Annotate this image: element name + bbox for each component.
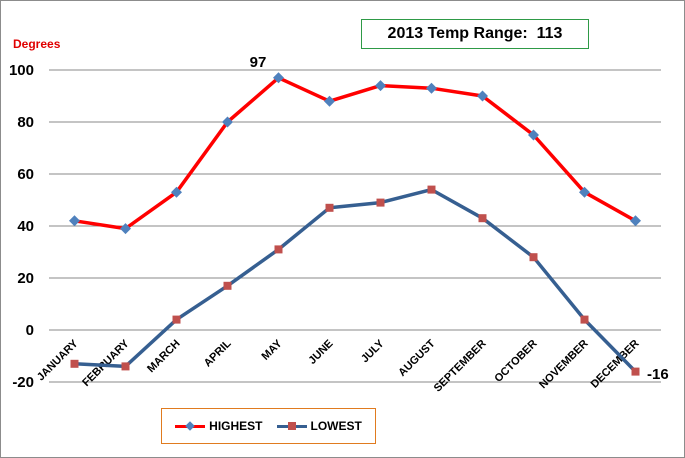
- legend-line-lowest: [276, 421, 307, 430]
- series-line-lowest: [74, 187, 637, 373]
- data-point-highest: [630, 215, 641, 227]
- data-point-highest: [579, 186, 590, 198]
- data-point-lowest: [580, 315, 589, 324]
- data-point-lowest: [223, 281, 232, 290]
- data-point-lowest: [274, 245, 283, 254]
- y-tick-label: 0: [26, 322, 34, 339]
- legend-item-highest: HIGHEST: [175, 419, 263, 433]
- series-markers: [69, 72, 641, 376]
- x-tick-label: AUGUST: [396, 337, 438, 379]
- y-axis-label: Degrees: [13, 37, 61, 51]
- legend-label-highest: HIGHEST: [209, 419, 263, 433]
- temp-range-box: 2013 Temp Range: 113: [361, 19, 589, 49]
- y-tick-label: 80: [17, 114, 34, 131]
- legend-item-lowest: LOWEST: [276, 419, 362, 433]
- x-tick-label: SEPTEMBER: [432, 338, 489, 395]
- x-tick-label: NOVEMBER: [537, 338, 590, 391]
- data-point-lowest: [172, 315, 181, 324]
- x-tick-label: APRIL: [202, 337, 234, 369]
- gridlines: [49, 69, 661, 383]
- data-point-highest: [222, 116, 233, 128]
- data-point-highest: [375, 80, 386, 92]
- y-ticks: -20 0 20 40 60 80 100: [9, 62, 34, 391]
- x-tick-label: OCTOBER: [492, 338, 539, 385]
- y-tick-label: 60: [17, 166, 34, 183]
- series-lines: [74, 76, 637, 373]
- x-tick-label: JULY: [359, 337, 387, 365]
- y-tick-label: 20: [17, 270, 34, 287]
- legend-label-lowest: LOWEST: [310, 419, 362, 433]
- y-tick-label: 100: [9, 62, 34, 79]
- data-point-lowest: [427, 185, 436, 194]
- data-point-lowest: [376, 198, 385, 207]
- y-tick-label: 40: [17, 218, 34, 235]
- legend-diamond-marker: [185, 420, 195, 431]
- legend-line-highest: [175, 420, 206, 431]
- series-line-highest: [74, 76, 637, 231]
- data-point-highest: [477, 90, 488, 102]
- data-point-lowest: [121, 362, 130, 371]
- data-point-lowest: [529, 253, 538, 262]
- x-tick-label: DECEMBER: [589, 338, 642, 391]
- max-data-label: 97: [250, 54, 267, 71]
- data-point-highest: [426, 82, 437, 94]
- data-point-highest: [120, 223, 131, 235]
- data-point-highest: [528, 129, 539, 141]
- data-point-highest: [171, 186, 182, 198]
- legend: HIGHEST LOWEST: [161, 408, 376, 444]
- data-point-highest: [69, 215, 80, 227]
- data-point-highest: [324, 95, 335, 107]
- data-point-lowest: [478, 214, 487, 223]
- x-tick-label: JUNE: [306, 338, 335, 367]
- x-tick-label: MAY: [260, 337, 286, 363]
- data-point-lowest: [325, 203, 334, 212]
- data-point-highest: [273, 72, 284, 84]
- data-point-lowest: [631, 367, 640, 376]
- data-point-lowest: [70, 359, 79, 368]
- legend-square-marker: [287, 421, 296, 430]
- y-tick-label: -20: [12, 374, 34, 391]
- min-data-label: -16: [647, 366, 669, 383]
